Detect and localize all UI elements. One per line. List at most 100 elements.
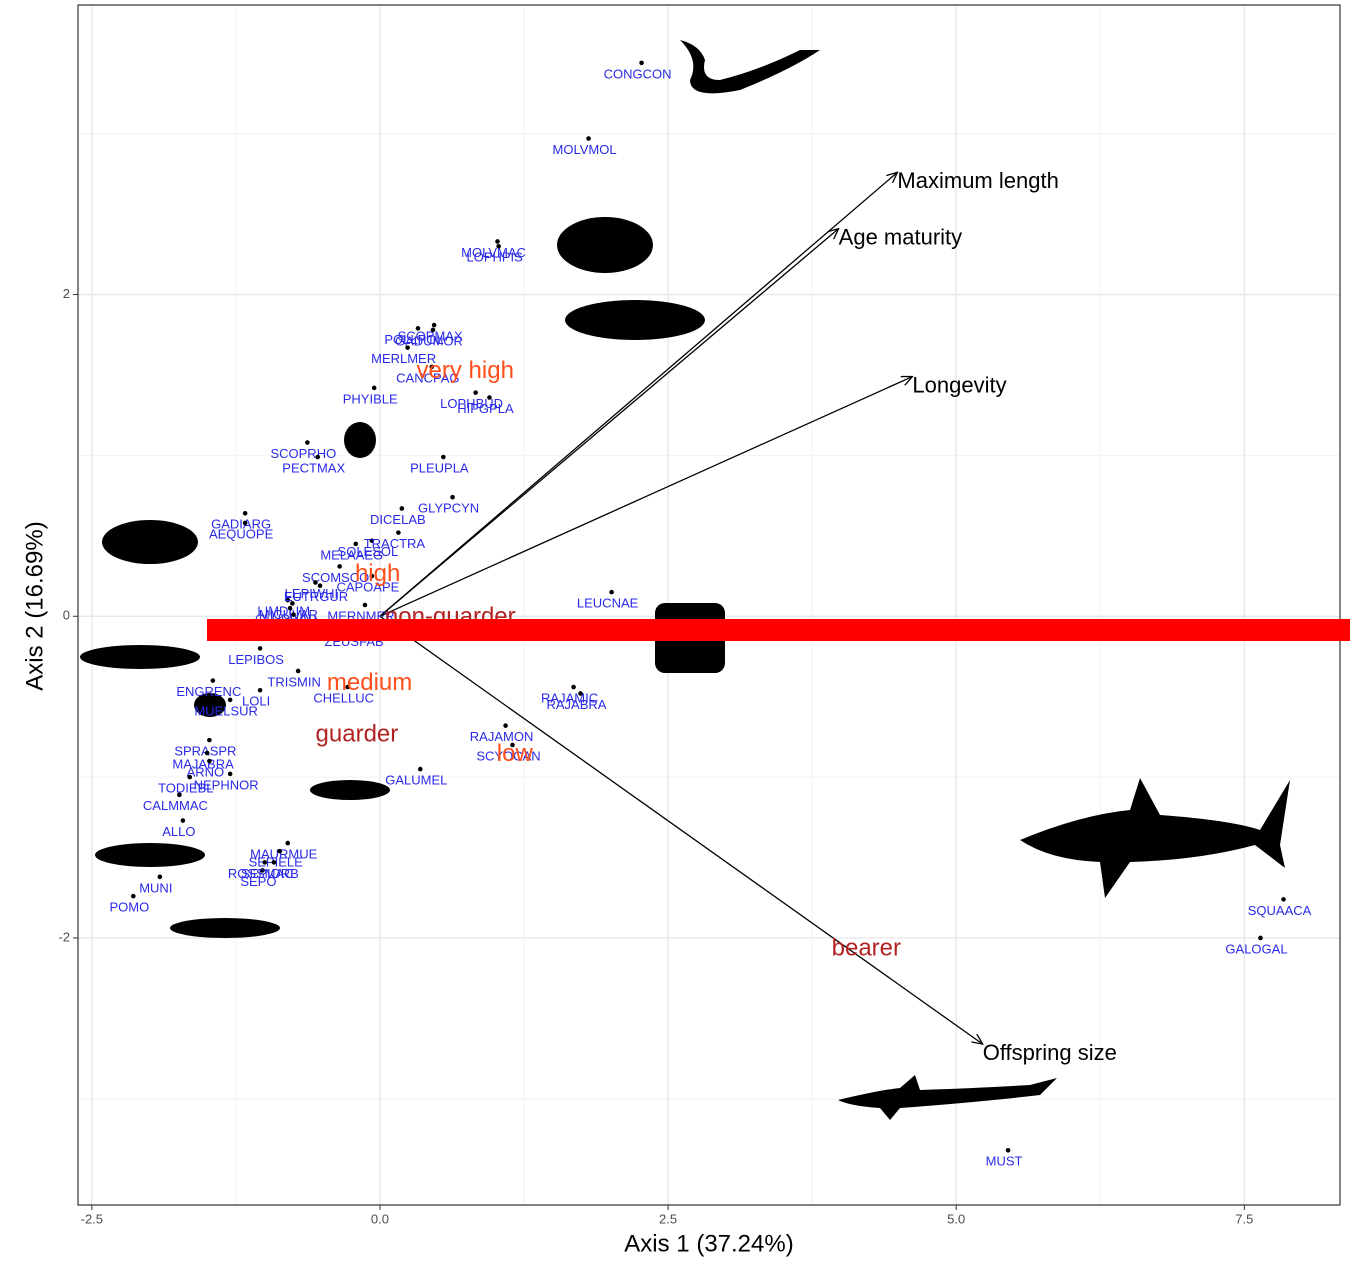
point xyxy=(487,395,492,400)
point-label: MOLVMOL xyxy=(553,142,617,157)
point-label: PECTMAX xyxy=(282,460,345,475)
point-label: LEUCNAE xyxy=(577,596,639,611)
point xyxy=(571,685,576,690)
point xyxy=(450,495,455,500)
point xyxy=(285,841,290,846)
point xyxy=(262,860,267,865)
point xyxy=(205,751,210,756)
factor-label: bearer xyxy=(832,935,901,962)
point xyxy=(272,860,277,865)
point xyxy=(258,688,263,693)
point xyxy=(609,590,614,595)
point xyxy=(158,875,163,880)
point xyxy=(353,542,358,547)
point-label: CONGCON xyxy=(604,66,672,81)
point xyxy=(405,345,410,350)
point xyxy=(495,239,500,244)
point xyxy=(363,603,368,608)
vector-label: Offspring size xyxy=(983,1040,1117,1065)
point xyxy=(258,646,263,651)
factor-label: high xyxy=(355,560,400,587)
x-tick-label: 2.5 xyxy=(659,1211,677,1226)
x-tick-label: 7.5 xyxy=(1235,1211,1253,1226)
point-label: ROSSMAC xyxy=(228,866,294,881)
point-label: LEPIBOS xyxy=(228,652,284,667)
point-label: GLYPCYN xyxy=(418,501,479,516)
point-label: POLLPOL xyxy=(384,332,443,347)
point xyxy=(315,455,320,460)
point-label: NEPHNOR xyxy=(194,777,259,792)
vector-label: Age maturity xyxy=(839,224,963,249)
point xyxy=(639,61,644,66)
chart: Maximum length Age maturity Longevity Offsp… xyxy=(0,0,1350,1263)
point-label: PHYIBLE xyxy=(343,391,398,406)
point xyxy=(296,669,301,674)
y-tick-label: 0 xyxy=(63,608,70,623)
point xyxy=(288,606,293,611)
y-tick-label: 2 xyxy=(63,286,70,301)
point-label: ENGRENC xyxy=(176,684,241,699)
point xyxy=(496,244,501,249)
point xyxy=(400,506,405,511)
point-label: MUNI xyxy=(139,880,172,895)
point-label: SCOPRHO xyxy=(270,446,336,461)
point xyxy=(473,390,478,395)
point-label: MUELSUR xyxy=(194,703,258,718)
x-tick-label: 0.0 xyxy=(371,1211,389,1226)
point-label: PLEUPLA xyxy=(410,460,469,475)
point xyxy=(290,601,295,606)
point xyxy=(1258,936,1263,941)
y-axis-title: Axis 2 (16.69%) xyxy=(21,521,48,690)
point xyxy=(418,767,423,772)
point-label: RAJABRA xyxy=(547,697,607,712)
point xyxy=(1006,1148,1011,1153)
point xyxy=(207,738,212,743)
point xyxy=(181,818,186,823)
point xyxy=(177,793,182,798)
point xyxy=(243,511,248,516)
point-label: GALOGAL xyxy=(1225,941,1287,956)
point xyxy=(372,386,377,391)
point xyxy=(396,530,401,535)
point xyxy=(1281,897,1286,902)
point xyxy=(291,612,296,617)
point xyxy=(277,849,282,854)
point xyxy=(228,698,233,703)
point-label: MUST xyxy=(986,1154,1023,1169)
vector-label: Longevity xyxy=(912,372,1006,397)
point-label: AEQUOPE xyxy=(209,526,274,541)
point xyxy=(313,580,318,585)
vector-label: Maximum length xyxy=(897,168,1058,193)
point-label: SQUAACA xyxy=(1248,903,1312,918)
point-label: LOPHPIS xyxy=(466,250,523,265)
point xyxy=(207,759,212,764)
factor-label: low xyxy=(497,740,534,767)
point xyxy=(586,136,591,141)
factor-label: medium xyxy=(327,669,412,696)
point-label: ALLO xyxy=(162,824,195,839)
x-tick-label: 5.0 xyxy=(947,1211,965,1226)
point xyxy=(441,455,446,460)
point-label: HIPGPLA xyxy=(457,401,514,416)
point xyxy=(243,521,248,526)
point-label: CALMMAC xyxy=(143,798,208,813)
x-axis-title: Axis 1 (37.24%) xyxy=(624,1230,793,1257)
point xyxy=(305,440,310,445)
point xyxy=(131,894,136,899)
point-label: TRISMIN xyxy=(267,674,320,689)
factor-label: guarder xyxy=(316,721,399,748)
redaction-bar xyxy=(207,619,1350,641)
point xyxy=(578,691,583,696)
point xyxy=(228,772,233,777)
point xyxy=(337,564,342,569)
point xyxy=(416,326,421,331)
x-tick-label: -2.5 xyxy=(81,1211,103,1226)
point xyxy=(211,678,216,683)
point xyxy=(432,323,437,328)
y-tick-label: -2 xyxy=(58,929,70,944)
point-label: POMO xyxy=(109,900,149,915)
point xyxy=(503,723,508,728)
factor-label: very high xyxy=(417,357,514,384)
point xyxy=(318,583,323,588)
point-label: GALUMEL xyxy=(385,773,447,788)
